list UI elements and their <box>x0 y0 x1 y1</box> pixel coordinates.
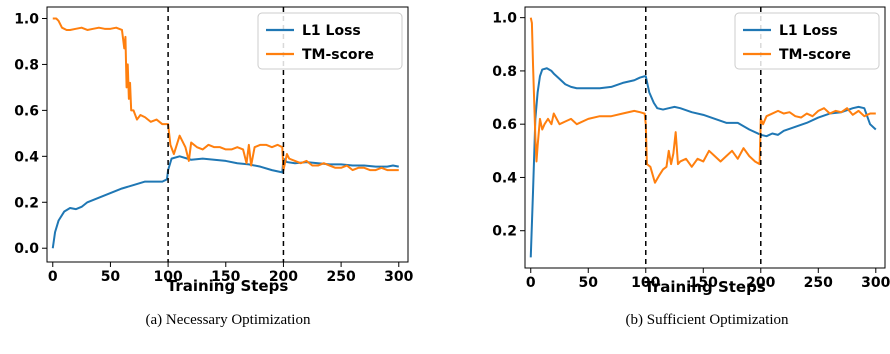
y-tick-label: 0.0 <box>14 241 39 257</box>
x-axis-label-a: Training Steps <box>167 277 289 295</box>
x-tick-label: 150 <box>211 269 240 285</box>
y-tick-label: 1.0 <box>14 11 39 27</box>
series-line-l1-loss <box>51 155 399 249</box>
series-line-tm-score <box>529 17 876 184</box>
y-tick-label: 0.4 <box>492 170 517 186</box>
x-tick-label: 50 <box>101 269 121 285</box>
x-tick-label: 100 <box>153 269 182 285</box>
legend-label-l1-loss: L1 Loss <box>302 23 361 39</box>
tick-layer-a: 0 50 100 150 200 250 300 0.0 0.2 0.4 0.6 0.8 1.0 <box>14 11 413 285</box>
x-tick-label: 300 <box>384 269 413 285</box>
legend-label-tm-score: TM-score <box>779 47 851 63</box>
vline-layer-b <box>645 7 762 268</box>
plot-frame-a <box>46 6 409 263</box>
tick-layer-b: 0 50 100 150 200 250 300 0.2 0.4 0.6 0.8 1.0 <box>492 11 890 291</box>
series-layer-a <box>51 17 399 249</box>
y-tick-label: 0.6 <box>14 103 39 119</box>
y-tick-label: 0.2 <box>492 224 517 240</box>
x-axis-label-b: Training Steps <box>644 278 766 296</box>
y-tick-label: 0.6 <box>492 117 517 133</box>
x-tick-label: 100 <box>631 275 660 291</box>
vline-layer-a <box>167 7 285 262</box>
y-tick-label: 0.2 <box>14 195 39 211</box>
legend-label-l1-loss: L1 Loss <box>779 23 838 39</box>
y-tick-label: 1.0 <box>492 11 517 27</box>
legend-label-tm-score: TM-score <box>302 47 374 63</box>
panel-sufficient-optimization: 0 50 100 150 200 250 300 0.2 0.4 0.6 0.8 1.0 L1 Los… <box>492 6 890 328</box>
x-tick-label: 150 <box>689 275 718 291</box>
x-tick-label: 250 <box>326 269 355 285</box>
x-tick-label: 200 <box>746 275 775 291</box>
series-layer-b <box>529 17 877 258</box>
x-tick-label: 0 <box>526 275 536 291</box>
x-tick-label: 200 <box>269 269 298 285</box>
panel-necessary-optimization: 0 50 100 150 200 250 300 0.0 0.2 0.4 0.6 0.8 1.0 L1 … <box>14 6 414 328</box>
legend-b: L1 Loss TM-score <box>734 12 880 70</box>
caption-b: (b) Sufficient Optimization <box>625 312 789 328</box>
plot-frame-b <box>524 6 886 269</box>
caption-a: (a) Necessary Optimization <box>146 312 311 328</box>
y-tick-label: 0.8 <box>14 57 39 73</box>
x-tick-label: 250 <box>804 275 833 291</box>
y-tick-label: 0.4 <box>14 149 39 165</box>
x-tick-label: 50 <box>579 275 599 291</box>
series-line-l1-loss <box>529 67 877 258</box>
x-tick-label: 0 <box>48 269 58 285</box>
legend-a: L1 Loss TM-score <box>257 12 403 70</box>
series-line-tm-score <box>52 17 399 172</box>
x-tick-label: 300 <box>861 275 890 291</box>
y-tick-label: 0.8 <box>492 64 517 80</box>
